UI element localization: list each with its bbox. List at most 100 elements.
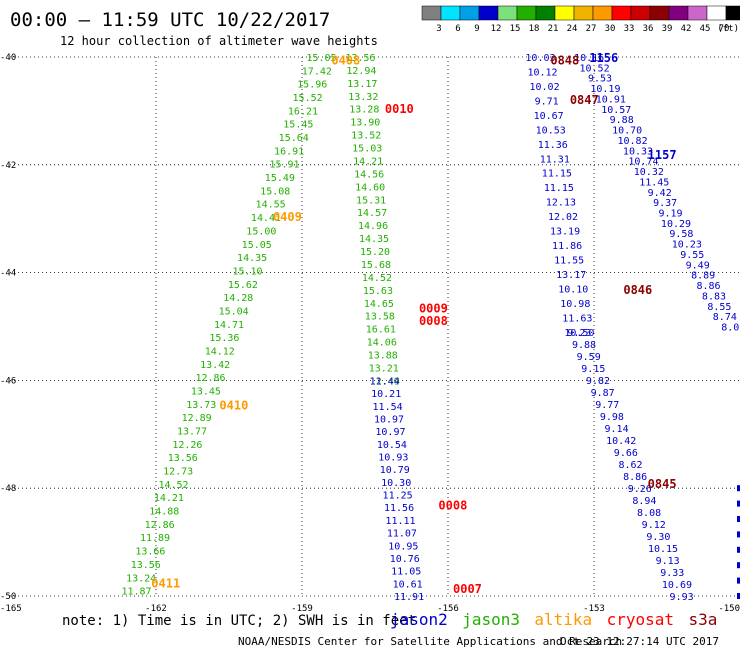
legend-bin-label: 3 [436, 24, 441, 34]
wave-height-label: 10.32 [634, 167, 664, 178]
wave-height-label: 11.86 [552, 241, 582, 252]
wave-height-label: 10.79 [380, 465, 410, 476]
legend-bin-label: 6 [455, 24, 460, 34]
legend-swatch [687, 5, 708, 21]
wave-height-label: 9.26 [628, 484, 652, 495]
wave-height-label: 12.02 [548, 212, 578, 223]
wave-height-label: 9.55 [680, 250, 704, 261]
wave-height-label: 11.11 [385, 516, 415, 527]
pass-time-label: 0007 [453, 582, 482, 596]
wave-height-label: 13.73 [186, 400, 216, 411]
wave-height-label: 15.62 [228, 280, 258, 291]
wave-height-label: 11.55 [554, 256, 584, 267]
wave-height-label: 10.54 [377, 440, 407, 451]
wave-height-label: 14.41 [251, 213, 281, 224]
wave-height-label: 9.71 [535, 96, 559, 107]
pass-time-label: 0846 [623, 283, 652, 297]
legend-swatch [516, 5, 537, 21]
data-point [737, 485, 740, 492]
wave-height-label: 15.52 [293, 93, 323, 104]
wave-height-label: 11.44 [370, 376, 400, 387]
wave-height-label: 10.30 [381, 478, 411, 489]
wave-height-label: 12.86 [195, 373, 225, 384]
pass-time-label: 0847 [570, 93, 599, 107]
y-tick-label: -40 [0, 53, 16, 63]
wave-height-label: 14.96 [358, 221, 388, 232]
data-point [737, 562, 740, 569]
wave-height-label: 14.21 [154, 493, 184, 504]
track-jason2_D: 9.239.889.599.159.829.879.779.989.1410.4… [567, 328, 693, 603]
wave-height-label: 11.56 [384, 503, 414, 514]
wave-height-label: 9.87 [591, 388, 615, 399]
pass-time-label: 0411 [151, 577, 180, 591]
wave-height-label: 14.28 [223, 293, 253, 304]
y-tick-label: -42 [0, 161, 16, 171]
wave-height-label: 9.37 [653, 198, 677, 209]
x-tick-label: -165 [0, 604, 22, 614]
wave-height-label: 9.88 [610, 115, 634, 126]
pass-time-label: 0010 [385, 102, 414, 116]
wave-height-label: 10.10 [558, 284, 588, 295]
wave-height-label: 9.42 [648, 188, 672, 199]
chart-subtitle: 12 hour collection of altimeter wave hei… [60, 34, 378, 48]
color-legend: 3 6 9 12 15 18 21 24 27 30 33 36 39 42 45 70(ft) [421, 5, 740, 34]
wave-height-label: 10.97 [375, 427, 405, 438]
wave-height-label: 9.53 [588, 74, 612, 85]
wave-height-label: 17.42 [302, 66, 332, 77]
wave-height-label: 11.54 [373, 402, 403, 413]
x-tick-label: -150 [718, 604, 740, 614]
time-labels: 0408040904100411001000090008000800070848… [151, 51, 676, 596]
wave-height-label: 9.19 [659, 208, 683, 219]
legend-bin-label: 24 [567, 24, 578, 34]
track-jason3_B: 13.56 12.94 13.17 13.32 13.28 13.90 13.52 15.03… [345, 53, 399, 387]
wave-height-label: 9.13 [656, 556, 680, 567]
wave-height-label: 10.21 [371, 389, 401, 400]
wave-height-label: 14.21 [353, 156, 383, 167]
wave-height-label: 10.33 [623, 146, 653, 157]
wave-height-label: 15.45 [283, 120, 313, 131]
wave-height-label: 11.05 [391, 567, 421, 578]
wave-height-label: 14.71 [214, 320, 244, 331]
track-jason2_B: 11.4410.2111.5410.9710.9710.5410.9310.79… [370, 376, 424, 603]
wave-height-label: 10.42 [606, 436, 636, 447]
wave-height-label: 9.15 [581, 364, 605, 375]
pass-time-label: 0408 [331, 54, 360, 68]
wave-height-label: 8.86 [697, 281, 721, 292]
wave-height-label: 15.68 [361, 260, 391, 271]
data-point [737, 577, 740, 584]
wave-height-label: 13.88 [368, 351, 398, 362]
wave-height-label: 12.13 [546, 198, 576, 209]
wave-height-label: 15.00 [246, 226, 276, 237]
legend-bin-label: 18 [529, 24, 540, 34]
legend-swatch [592, 5, 613, 21]
legend-bin-label: 30 [605, 24, 616, 34]
wave-height-label: 8.86 [623, 472, 647, 483]
data-point [737, 593, 740, 599]
wave-height-label: 15.64 [279, 133, 309, 144]
pass-time-label: 0845 [648, 477, 677, 491]
wave-height-label: 14.65 [364, 299, 394, 310]
wave-height-label: 8.0 [721, 323, 739, 334]
legend-swatch [706, 5, 727, 21]
legend-bin-label: 33 [624, 24, 635, 34]
grid-lines [10, 56, 740, 597]
pass-time-label: 0410 [219, 399, 248, 413]
wave-height-label: 10.29 [661, 219, 691, 230]
wave-height-label: 10.67 [534, 111, 564, 122]
data-point [737, 546, 740, 553]
wave-height-label: 14.52 [158, 480, 188, 491]
wave-height-label: 10.61 [393, 579, 423, 590]
legend-swatch [535, 5, 556, 21]
wave-height-label: 14.52 [362, 273, 392, 284]
wave-height-label: 11.36 [538, 140, 568, 151]
wave-height-label: 12.86 [145, 520, 175, 531]
x-tick-label: -162 [145, 604, 167, 614]
wave-height-label: 15.31 [356, 195, 386, 206]
wave-height-label: 8.62 [618, 460, 642, 471]
wave-height-label: 14.12 [205, 346, 235, 357]
y-tick-label: -48 [0, 484, 16, 494]
track-jason2_E: 10.1610.529.5310.1910.9110.579.8810.7010… [574, 53, 739, 334]
wave-height-label: 15.10 [232, 266, 262, 277]
wave-height-label: 13.66 [135, 547, 165, 558]
wave-height-label: 8.55 [707, 302, 731, 313]
